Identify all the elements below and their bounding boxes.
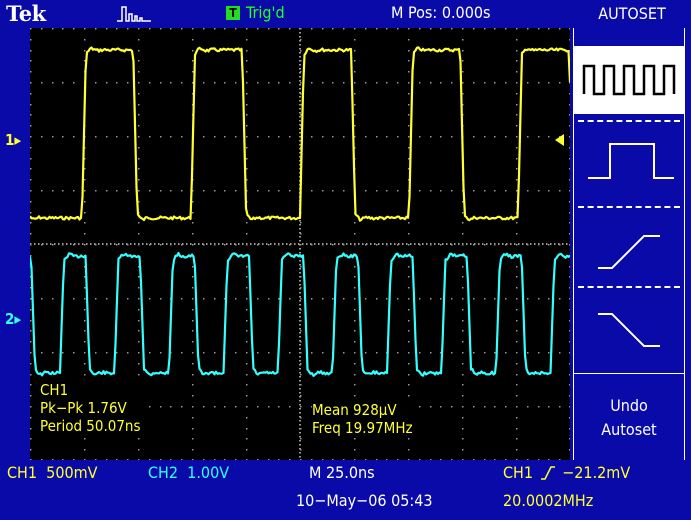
measurement-mean: Mean 928µV [312, 401, 397, 419]
ch2-ground-marker[interactable]: 2▸ [5, 310, 22, 328]
menu-separator [578, 120, 680, 122]
ch2-marker-label: 2 [5, 310, 15, 328]
acquisition-mode-icon [117, 6, 151, 22]
autoset-menu-title: AUTOSET [598, 4, 666, 23]
ch2-waveform [30, 251, 570, 377]
measurement-period: Period 50.07ns [40, 417, 141, 435]
menu-separator [578, 286, 680, 288]
measurement-readout-left: CH1 Pk−Pk 1.76V Period 50.07ns [40, 381, 141, 435]
status-header: Tek T Trig'd M Pos: 0.000s [0, 0, 570, 36]
trigger-source: CH1 [503, 463, 534, 482]
ch1-marker-label: 1 [5, 131, 15, 149]
trigger-level-icon [555, 134, 564, 146]
graticule [30, 28, 570, 460]
autoset-option-falling-edge[interactable] [574, 294, 684, 360]
menu-separator [574, 373, 684, 374]
trigger-level: −21.2mV [562, 463, 631, 482]
menu-separator [578, 206, 680, 208]
falling-edge-icon [598, 313, 660, 347]
brand-logo: Tek [6, 1, 46, 26]
autoset-option-single-cycle[interactable] [574, 132, 684, 192]
ch2-scale-readout: CH2 1.00V [148, 463, 230, 482]
measurement-pkpk: Pk−Pk 1.76V [40, 399, 127, 417]
rising-edge-icon [598, 235, 660, 269]
autoset-option-rising-edge[interactable] [574, 214, 684, 280]
undo-autoset-label: Undo Autoset [601, 396, 657, 439]
autoset-option-multi-cycle[interactable] [574, 46, 684, 114]
trigger-frequency-readout: 20.0002MHz [503, 491, 594, 510]
horizontal-position-readout: M Pos: 0.000s [391, 3, 491, 22]
timebase-readout: M 25.0ns [309, 463, 375, 482]
undo-autoset-button[interactable]: Undo Autoset [574, 394, 684, 442]
square-wave-icon [582, 64, 676, 96]
measurement-readout-right: Mean 928µV Freq 19.97MHz [312, 401, 413, 437]
trigger-readout: CH1 −21.2mV [503, 463, 630, 482]
waveform-traces [30, 46, 570, 377]
ch1-ground-marker[interactable]: 1▸ [5, 131, 22, 149]
autoset-menu: Undo Autoset [573, 28, 685, 460]
measurement-source: CH1 [40, 381, 69, 399]
measurement-frequency: Freq 19.97MHz [312, 419, 413, 437]
ch1-scale-readout: CH1 500mV [7, 463, 98, 482]
rising-slope-icon [540, 466, 555, 480]
single-pulse-icon [588, 143, 674, 179]
trigger-status-label: Trig'd [246, 3, 285, 22]
date-time-readout: 10−May−06 05:43 [296, 491, 433, 510]
trigger-status-badge: T [226, 6, 240, 20]
ch1-waveform [30, 46, 570, 222]
